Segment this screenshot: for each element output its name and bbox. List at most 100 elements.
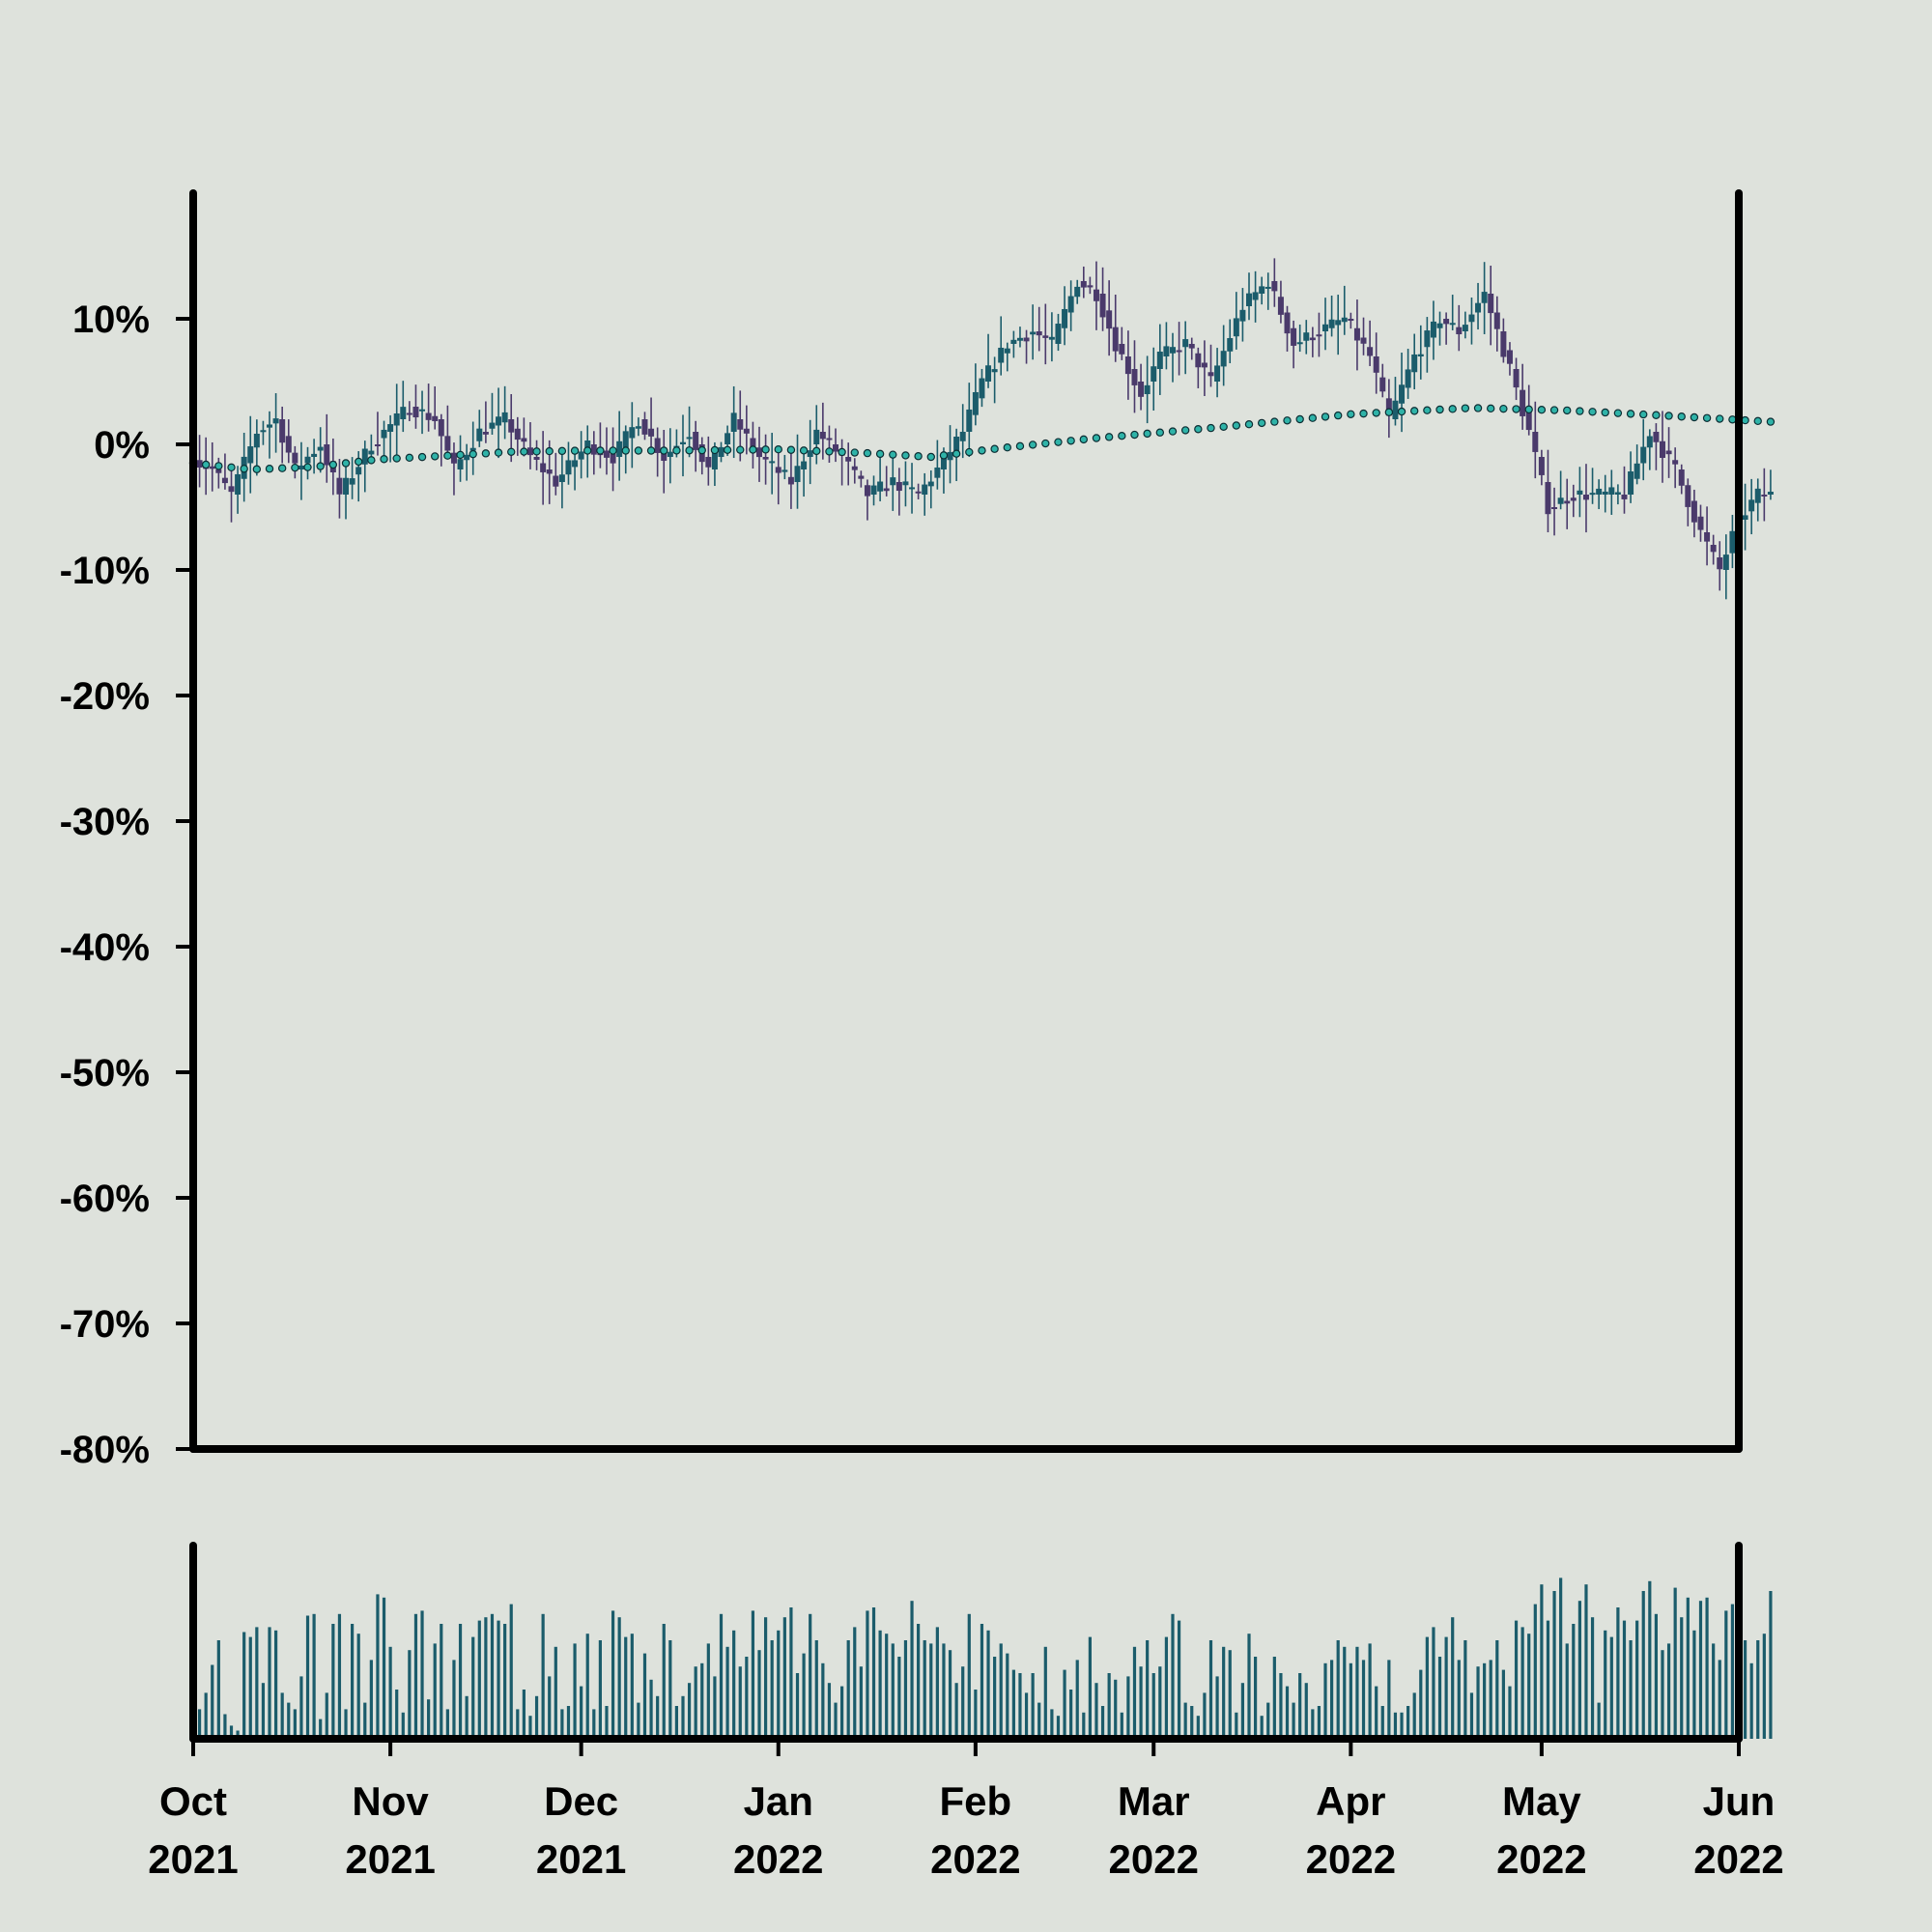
candle-body bbox=[1048, 336, 1055, 340]
candle-body bbox=[1761, 495, 1768, 497]
volume-bar bbox=[935, 1627, 939, 1739]
volume-bar bbox=[1577, 1601, 1581, 1739]
volume-bar bbox=[452, 1660, 456, 1739]
volume-bar bbox=[1552, 1591, 1556, 1739]
candle-body bbox=[1704, 532, 1711, 542]
volume-bar bbox=[1756, 1640, 1760, 1739]
volume-bar bbox=[516, 1709, 520, 1739]
candle-body bbox=[1538, 457, 1545, 475]
moving-average-point bbox=[443, 451, 452, 460]
volume-bar bbox=[465, 1695, 469, 1739]
moving-average-point bbox=[1499, 404, 1508, 413]
candle-body bbox=[279, 419, 286, 443]
volume-bar bbox=[1024, 1692, 1029, 1739]
volume-bar bbox=[293, 1709, 297, 1739]
moving-average-point bbox=[469, 449, 477, 459]
candle-body bbox=[1373, 356, 1379, 373]
candle-body bbox=[985, 365, 992, 382]
volume-bar bbox=[408, 1650, 412, 1739]
candle-body bbox=[781, 469, 788, 472]
moving-average-point bbox=[774, 445, 782, 454]
candle-body bbox=[1151, 366, 1157, 382]
volume-bar bbox=[871, 1607, 876, 1739]
candle-body bbox=[1067, 296, 1074, 313]
candle-body bbox=[361, 448, 368, 465]
volume-bar bbox=[681, 1695, 685, 1739]
volume-bar bbox=[351, 1624, 355, 1739]
volume-bar bbox=[573, 1643, 577, 1739]
moving-average-point bbox=[1333, 411, 1343, 420]
volume-bar bbox=[1183, 1702, 1187, 1739]
volume-bar bbox=[917, 1624, 921, 1739]
volume-bar bbox=[1100, 1706, 1105, 1739]
volume-bar bbox=[1196, 1716, 1200, 1739]
volume-bar bbox=[1171, 1613, 1175, 1739]
candle-body bbox=[267, 424, 273, 428]
candle-body bbox=[1277, 297, 1284, 315]
volume-bar bbox=[974, 1690, 978, 1739]
volume-bar bbox=[280, 1692, 284, 1739]
volume-bar bbox=[1673, 1587, 1677, 1739]
candle-body bbox=[406, 412, 412, 415]
x-tick-year-label: 2021 bbox=[536, 1836, 626, 1882]
volume-bar bbox=[840, 1686, 844, 1739]
candle-body bbox=[1742, 515, 1748, 520]
volume-bar bbox=[1451, 1617, 1455, 1739]
candle-body bbox=[1685, 485, 1691, 507]
volume-bar bbox=[1641, 1591, 1645, 1739]
candle-body bbox=[756, 447, 763, 458]
volume-bar bbox=[1094, 1683, 1098, 1739]
moving-average-point bbox=[1601, 408, 1609, 417]
candle-body bbox=[343, 477, 350, 495]
moving-average-point bbox=[761, 445, 770, 454]
moving-average-point bbox=[1563, 406, 1572, 415]
moving-average-point bbox=[609, 446, 617, 455]
x-tick-year-label: 2022 bbox=[1109, 1836, 1199, 1882]
candle-body bbox=[1182, 339, 1189, 348]
candle-body bbox=[1506, 350, 1513, 364]
candle-body bbox=[1722, 554, 1729, 570]
candle-body bbox=[972, 391, 979, 415]
moving-average-point bbox=[291, 463, 299, 472]
volume-bar bbox=[700, 1662, 704, 1739]
volume-bar bbox=[1132, 1646, 1137, 1739]
candle-body bbox=[1214, 365, 1221, 382]
volume-bar bbox=[305, 1615, 310, 1739]
x-tick-year-label: 2022 bbox=[1693, 1836, 1783, 1882]
candle-body bbox=[979, 378, 985, 399]
candle-body bbox=[922, 484, 928, 495]
candle-body bbox=[1621, 495, 1628, 499]
volume-bar bbox=[1616, 1607, 1620, 1739]
candle-body bbox=[247, 446, 254, 464]
x-tick-year-label: 2021 bbox=[345, 1836, 435, 1882]
candle-body bbox=[584, 440, 591, 452]
volume-bar bbox=[548, 1676, 552, 1739]
y-tick-label: -60% bbox=[60, 1178, 150, 1220]
volume-bar bbox=[395, 1690, 399, 1739]
candle-body bbox=[895, 482, 902, 492]
candle-body bbox=[693, 432, 699, 450]
x-tick-month-label: Jun bbox=[1703, 1778, 1776, 1824]
volume-bar bbox=[809, 1613, 812, 1739]
volume-bar bbox=[268, 1627, 271, 1739]
candle-body bbox=[572, 460, 579, 468]
candle-body bbox=[578, 451, 584, 460]
volume-bar bbox=[1590, 1617, 1595, 1739]
candle-body bbox=[336, 477, 343, 495]
candle-body bbox=[737, 419, 744, 430]
candle-body bbox=[412, 407, 419, 418]
volume-bar bbox=[1501, 1669, 1505, 1739]
candle-body bbox=[1475, 302, 1482, 313]
moving-average-point bbox=[1015, 441, 1025, 451]
moving-average-point bbox=[240, 465, 248, 473]
candle-body bbox=[686, 437, 693, 440]
volume-bar bbox=[528, 1716, 532, 1739]
volume-bar bbox=[1006, 1653, 1009, 1739]
candle-body bbox=[1124, 356, 1131, 375]
volume-bar bbox=[1215, 1676, 1219, 1739]
moving-average-point bbox=[1270, 417, 1279, 426]
candle-body bbox=[1628, 471, 1634, 495]
x-tick-month-label: Feb bbox=[940, 1778, 1012, 1824]
volume-bar bbox=[445, 1709, 449, 1739]
volume-bar bbox=[1368, 1643, 1372, 1739]
